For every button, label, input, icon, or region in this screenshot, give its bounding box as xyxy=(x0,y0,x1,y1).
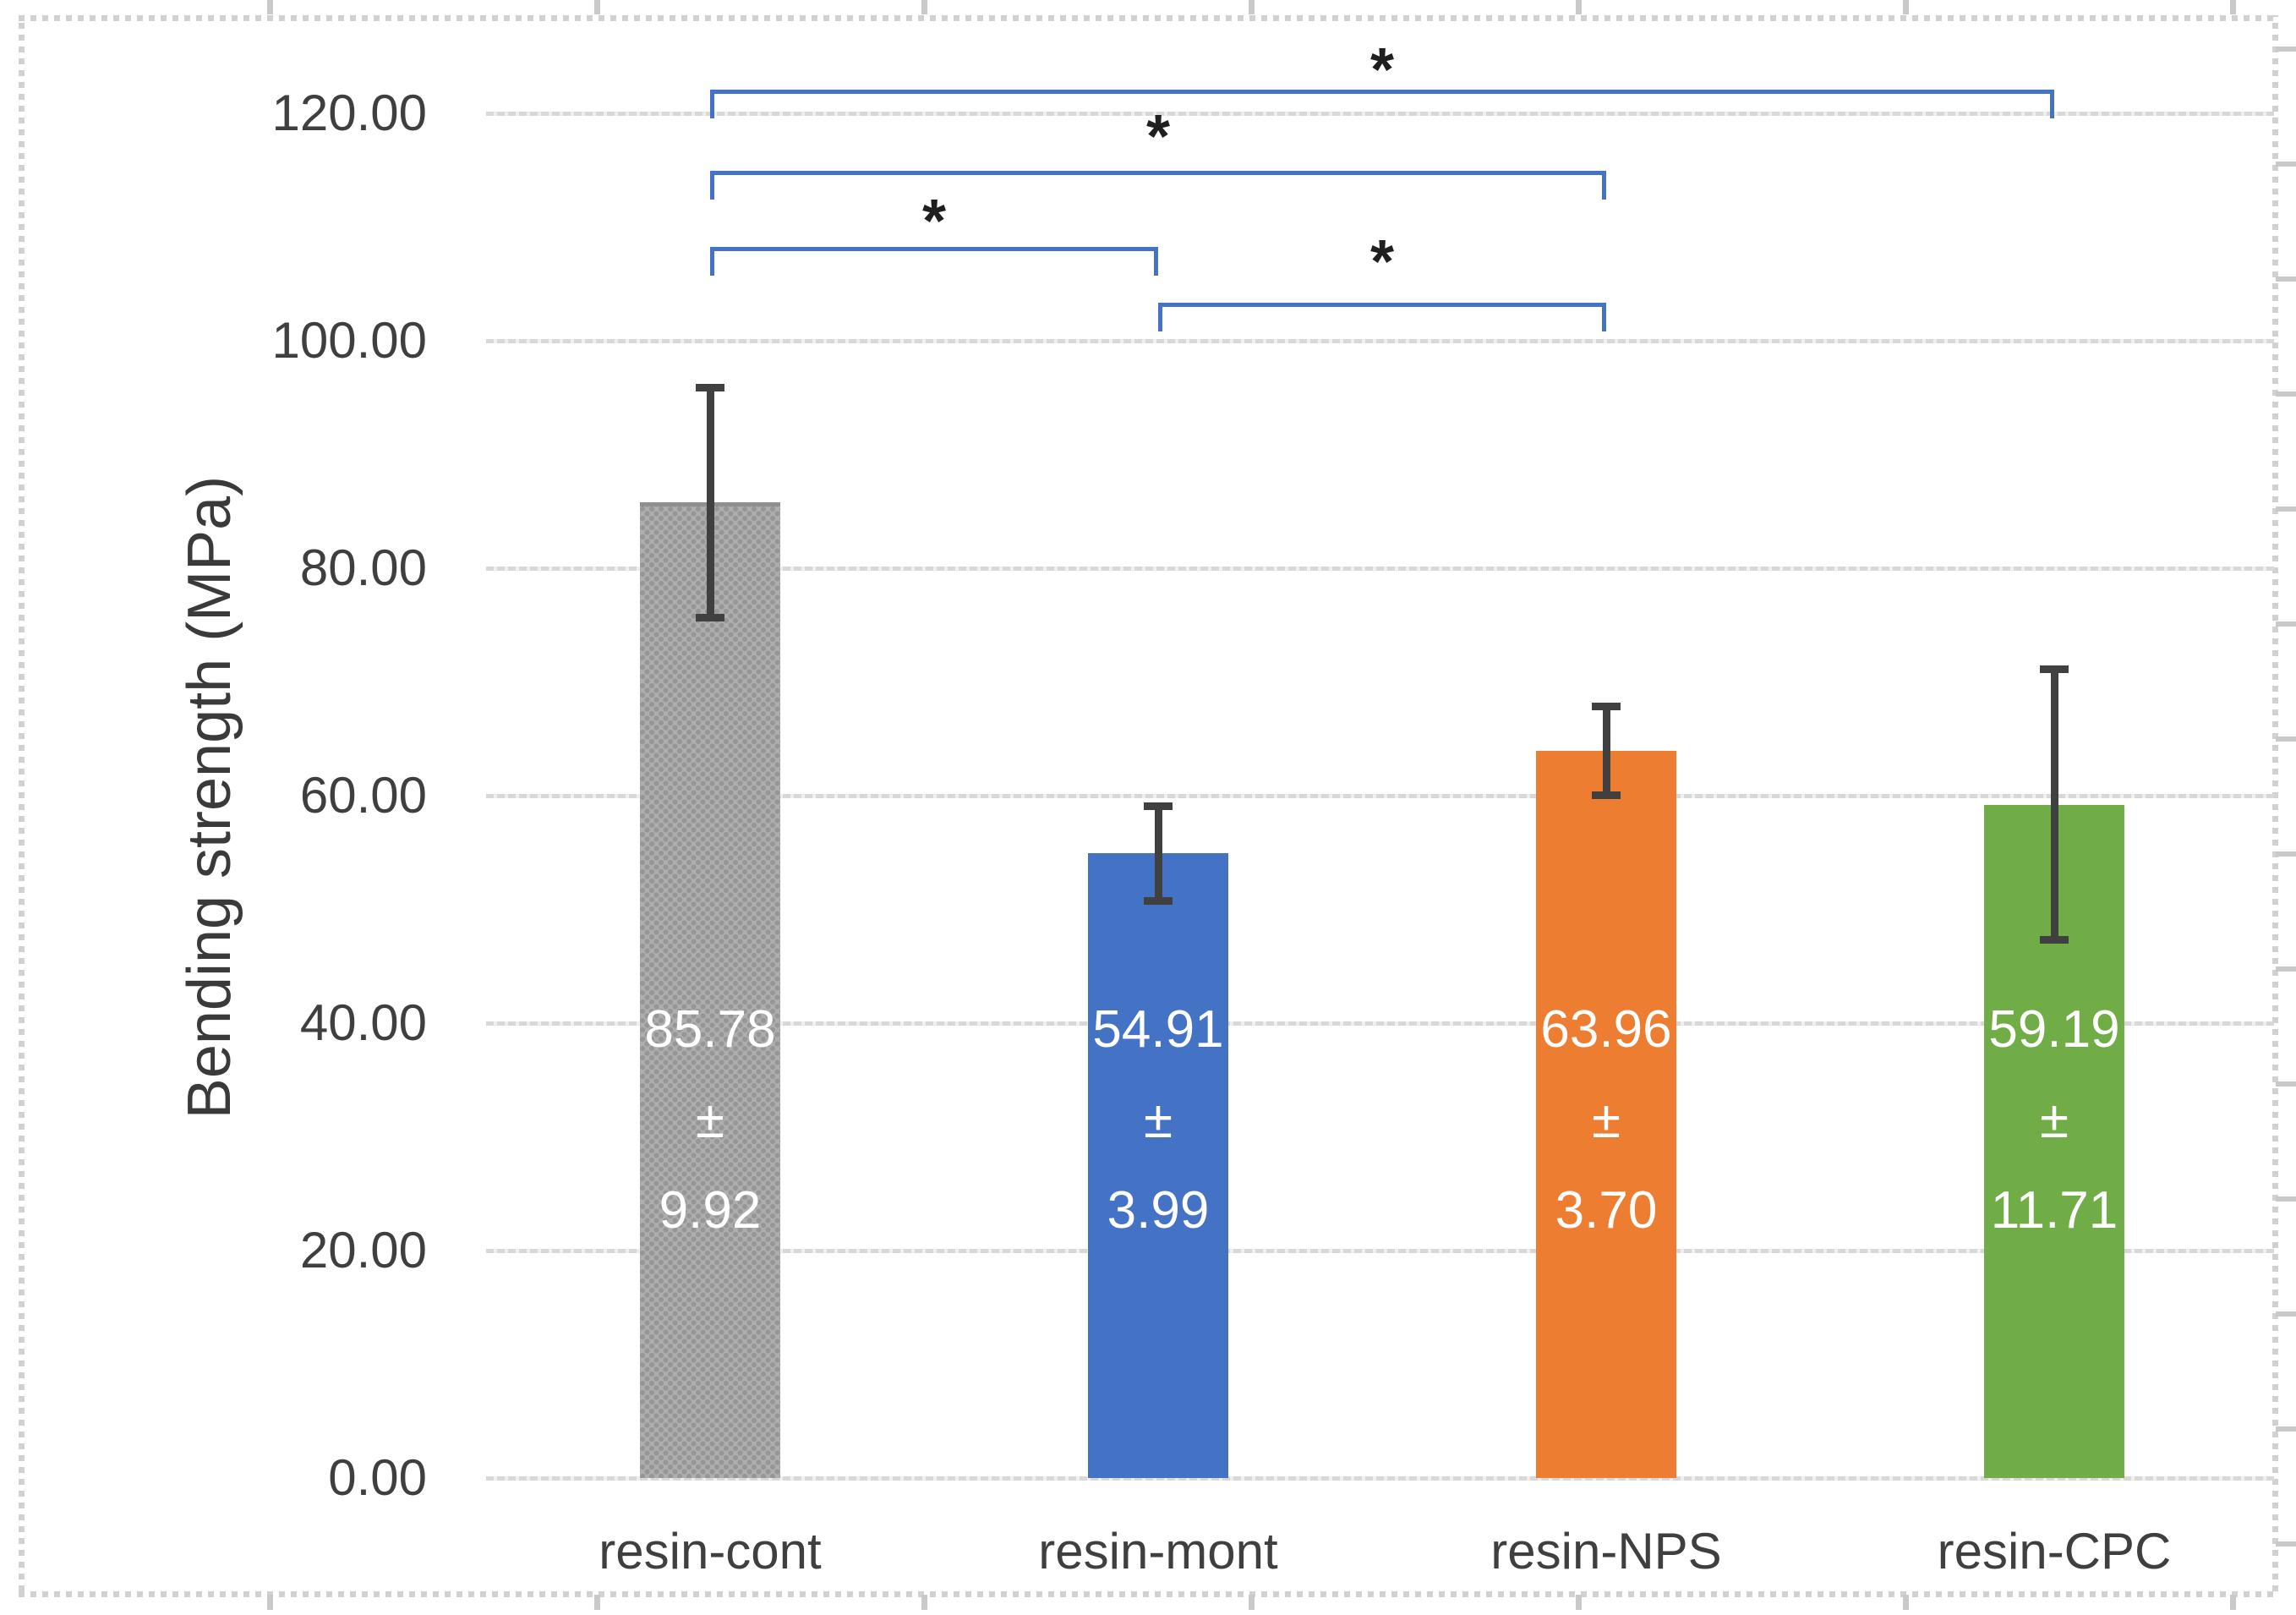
error-bar-cap-top-resin-cont xyxy=(696,383,724,391)
error-bar-cap-bottom-resin-mont xyxy=(1144,897,1173,906)
chart-border-bottom xyxy=(19,1591,2276,1597)
significance-bracket-end-right xyxy=(2050,90,2054,118)
ruler-tick xyxy=(1249,0,1255,14)
y-axis-tick-label: 80.00 xyxy=(299,539,427,596)
bar-value-line: 9.92 xyxy=(659,1181,762,1240)
y-gridline xyxy=(486,1476,2274,1481)
significance-asterisk: * xyxy=(921,188,947,255)
ruler-tick xyxy=(1249,1595,1255,1610)
chart-border-right xyxy=(2272,15,2278,1591)
ruler-tick xyxy=(267,1595,273,1610)
y-axis-tick-label: 20.00 xyxy=(299,1222,427,1278)
error-bar-resin-mont xyxy=(1154,808,1162,900)
significance-bracket-line xyxy=(1158,303,1606,307)
x-axis-category-label-resin-cont: resin-cont xyxy=(599,1523,822,1579)
significance-bracket-line xyxy=(710,171,1606,175)
bar-value-label-resin-cont: 85.78 ±9.92 xyxy=(592,984,828,1256)
ruler-tick xyxy=(2230,0,2236,14)
ruler-tick xyxy=(594,0,600,14)
significance-bracket-end-right xyxy=(1602,171,1606,200)
ruler-tick xyxy=(2276,276,2296,282)
significance-bracket-end-left xyxy=(710,171,714,200)
ruler-tick xyxy=(2276,621,2296,627)
bar-resin-mont xyxy=(1088,853,1228,1478)
bar-value-line: 11.71 xyxy=(1990,1181,2118,1240)
ruler-tick xyxy=(2276,736,2296,742)
ruler-tick xyxy=(2276,966,2296,972)
significance-bracket-line xyxy=(710,90,2054,94)
ruler-tick xyxy=(921,1595,927,1610)
bar-resin-NPS xyxy=(1536,750,1676,1478)
error-bar-cap-top-resin-NPS xyxy=(1592,702,1621,710)
bar-value-label-resin-mont: 54.91 ±3.99 xyxy=(1040,984,1276,1256)
significance-bracket-end-right xyxy=(1602,303,1606,331)
y-gridline xyxy=(486,794,2274,798)
y-gridline xyxy=(486,112,2274,116)
y-axis-tick-label: 0.00 xyxy=(328,1449,427,1506)
ruler-tick xyxy=(2276,506,2296,512)
chart-border-left xyxy=(19,15,25,1591)
bar-value-line: ± xyxy=(1143,1091,1173,1149)
y-axis-tick-label: 40.00 xyxy=(299,994,427,1051)
ruler-tick xyxy=(1576,1595,1582,1610)
significance-asterisk: * xyxy=(1369,36,1395,104)
error-bar-cap-top-resin-CPC xyxy=(2040,665,2069,674)
significance-bracket-end-left xyxy=(710,90,714,118)
y-axis-tick-label: 60.00 xyxy=(299,767,427,824)
error-bar-resin-NPS xyxy=(1602,708,1610,793)
x-axis-category-label-resin-CPC: resin-CPC xyxy=(1937,1523,2172,1579)
bar-value-line: ± xyxy=(695,1091,725,1149)
y-gridline xyxy=(486,1249,2274,1253)
ruler-tick xyxy=(1903,1595,1909,1610)
ruler-tick xyxy=(594,1595,600,1610)
bar-value-label-resin-CPC: 59.19 ±11.71 xyxy=(1936,984,2173,1256)
y-axis-tick-label: 120.00 xyxy=(271,85,427,141)
ruler-tick xyxy=(267,0,273,14)
x-axis-category-label-resin-mont: resin-mont xyxy=(1038,1523,1278,1579)
ruler-tick xyxy=(1903,0,1909,14)
ruler-tick xyxy=(2276,851,2296,857)
bar-value-line: 85.78 xyxy=(644,1000,776,1059)
ruler-tick xyxy=(2276,47,2296,52)
y-gridline xyxy=(486,339,2274,343)
significance-bracket-end-left xyxy=(710,247,714,276)
y-gridline xyxy=(486,567,2274,571)
bar-value-line: 63.96 xyxy=(1540,1000,1672,1059)
chart-border-top xyxy=(19,15,2276,21)
ruler-tick xyxy=(2276,1311,2296,1317)
bar-value-line: 54.91 xyxy=(1092,1000,1224,1059)
significance-bracket-end-right xyxy=(1154,247,1158,276)
y-axis-tick-label: 100.00 xyxy=(271,312,427,369)
significance-bracket-line xyxy=(710,247,1158,251)
bar-value-line: 3.70 xyxy=(1555,1181,1658,1240)
error-bar-cap-bottom-resin-CPC xyxy=(2040,936,2069,944)
ruler-tick xyxy=(2276,1426,2296,1432)
ruler-tick xyxy=(2276,162,2296,167)
significance-asterisk: * xyxy=(1369,228,1395,296)
error-bar-cap-bottom-resin-NPS xyxy=(1592,791,1621,799)
bar-value-line: ± xyxy=(2039,1091,2069,1149)
y-gridline xyxy=(486,1021,2274,1026)
error-bar-resin-cont xyxy=(706,389,714,616)
error-bar-cap-bottom-resin-cont xyxy=(696,613,724,621)
significance-bracket-end-left xyxy=(1158,303,1162,331)
ruler-tick xyxy=(921,0,927,14)
significance-asterisk: * xyxy=(1145,103,1171,171)
bar-value-line: 3.99 xyxy=(1107,1181,1210,1240)
ruler-tick xyxy=(2276,391,2296,397)
error-bar-cap-top-resin-mont xyxy=(1144,802,1173,810)
bar-value-line: ± xyxy=(1591,1091,1621,1149)
ruler-tick xyxy=(1576,0,1582,14)
ruler-tick xyxy=(2276,1081,2296,1087)
ruler-tick xyxy=(2230,1595,2236,1610)
x-axis-category-label-resin-NPS: resin-NPS xyxy=(1490,1523,1722,1579)
error-bar-resin-CPC xyxy=(2050,671,2058,939)
ruler-tick xyxy=(2276,1196,2296,1202)
bar-value-label-resin-NPS: 63.96 ±3.70 xyxy=(1488,984,1725,1256)
ruler-tick xyxy=(2276,1541,2296,1547)
bar-resin-cont xyxy=(640,502,780,1478)
bar-value-line: 59.19 xyxy=(1988,1000,2120,1059)
